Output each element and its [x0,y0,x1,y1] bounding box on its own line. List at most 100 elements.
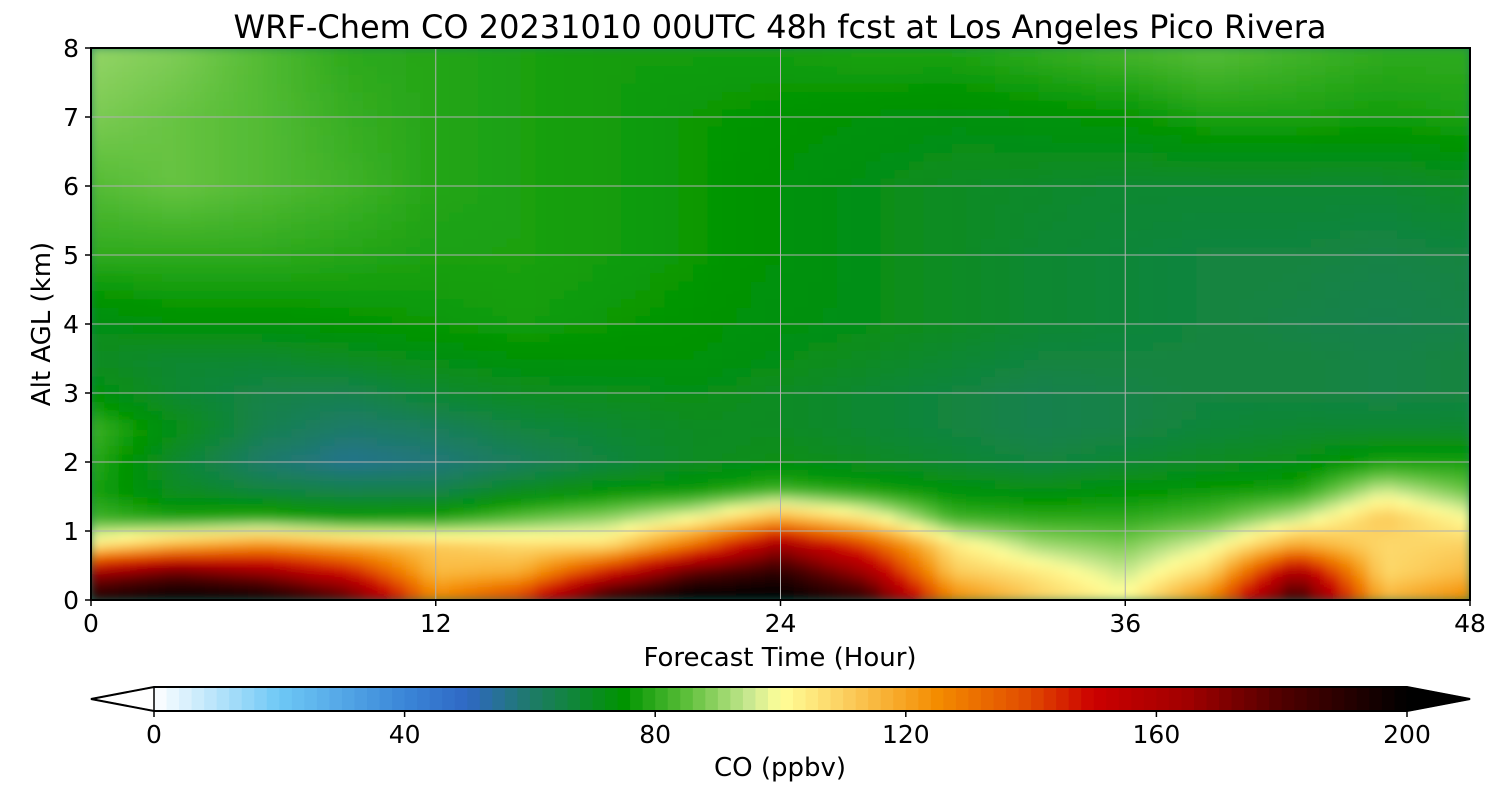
heatmap-cell [1095,530,1112,541]
heatmap-cell [1253,400,1270,412]
heatmap-cell [334,202,351,213]
heatmap-cell [678,288,696,300]
heatmap-cell [1009,348,1026,360]
heatmap-cell [1411,176,1428,188]
heatmap-cell [578,426,595,438]
heatmap-cell [520,262,538,274]
heatmap-cell [1181,323,1199,334]
heatmap-cell [822,530,839,541]
heatmap-cell [133,366,150,377]
heatmap-cell [736,426,753,438]
heatmap-cell [377,469,394,481]
heatmap-cell [406,262,423,274]
heatmap-cell [147,357,164,369]
heatmap-cell [262,340,279,351]
heatmap-cell [722,254,739,265]
heatmap-cell [1196,581,1213,593]
heatmap-cell [1267,426,1285,438]
heatmap-cell [923,245,940,257]
heatmap-cell [1167,331,1184,343]
heatmap-cell [463,262,480,274]
heatmap-cell [750,279,768,291]
heatmap-cell [104,581,121,593]
heatmap-cell [578,400,595,412]
heatmap-cell [262,469,279,481]
heatmap-cell [449,443,466,455]
heatmap-cell [621,271,638,282]
heatmap-cell [793,555,811,567]
heatmap-cell [1339,366,1357,377]
heatmap-cell [391,417,409,429]
heatmap-cell [865,340,883,351]
heatmap-cell [578,564,595,576]
heatmap-cell [750,564,768,576]
heatmap-cell [1325,564,1342,576]
heatmap-cell [1167,435,1184,446]
heatmap-cell [1095,228,1112,239]
heatmap-cell [276,555,294,567]
heatmap-cell [248,392,265,403]
heatmap-cell [908,530,926,541]
heatmap-cell [147,305,164,317]
heatmap-cell [635,340,653,351]
heatmap-cell [1282,271,1299,282]
heatmap-cell [1152,297,1170,308]
heatmap-cell [161,452,179,464]
heatmap-cell [535,409,552,420]
heatmap-cell [937,478,954,489]
heatmap-cell [334,366,351,377]
heatmap-cell [966,176,983,188]
heatmap-cell [1095,461,1112,472]
heatmap-cell [707,461,725,472]
heatmap-cell [434,435,452,446]
heatmap-cell [176,314,193,326]
heatmap-cell [463,271,480,282]
heatmap-cell [1397,555,1414,567]
heatmap-cell [1152,331,1170,343]
heatmap-cell [966,185,983,196]
heatmap-cell [377,236,394,248]
heatmap-cell [966,581,983,593]
heatmap-cell [822,409,839,420]
heatmap-cell [1038,417,1055,429]
heatmap-cell [592,245,610,257]
heatmap-cell [492,348,509,360]
heatmap-cell [779,245,796,257]
heatmap-cell [1138,305,1155,317]
heatmap-cell [1095,435,1112,446]
heatmap-cell [1124,219,1141,231]
heatmap-cell [621,331,638,343]
heatmap-cell [118,383,136,395]
heatmap-cell [118,512,136,524]
heatmap-cell [765,486,782,498]
heatmap-cell [204,469,222,481]
heatmap-cell [564,409,581,420]
heatmap-cell [276,392,294,403]
heatmap-cell [291,469,308,481]
heatmap-cell [377,167,394,179]
heatmap-cell [334,547,351,558]
heatmap-cell [492,590,509,600]
heatmap-cell [650,323,667,334]
heatmap-cell [1052,297,1069,308]
heatmap-cell [994,469,1012,481]
heatmap-cell [1138,159,1155,170]
heatmap-cell [851,262,868,274]
heatmap-cell [233,150,251,162]
heatmap-cell [736,193,753,205]
heatmap-cell [219,331,236,343]
heatmap-cell [1124,374,1141,386]
heatmap-cell [1038,573,1055,584]
heatmap-cell [506,392,523,403]
heatmap-cell [1052,340,1069,351]
heatmap-cell [736,590,753,600]
heatmap-cell [334,461,351,472]
heatmap-cell [91,323,107,334]
heatmap-cell [1382,486,1400,498]
heatmap-cell [592,297,610,308]
heatmap-cell [1339,202,1357,213]
heatmap-cell [248,521,265,533]
heatmap-cell [678,443,696,455]
heatmap-cell [1023,297,1041,308]
heatmap-cell [693,176,710,188]
